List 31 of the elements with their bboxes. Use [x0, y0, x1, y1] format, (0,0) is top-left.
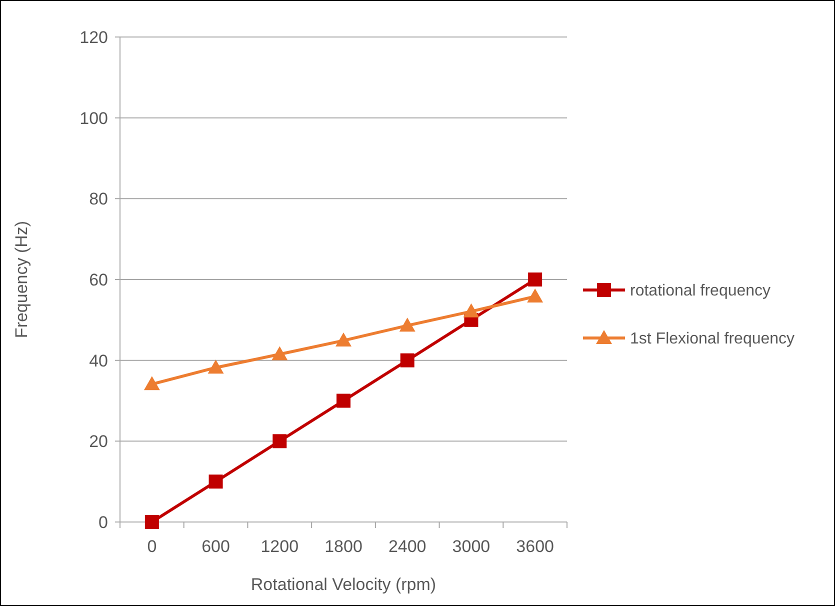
point: [272, 434, 287, 448]
y-tick-label: 80: [89, 190, 108, 209]
y-tick-label: 0: [98, 512, 108, 532]
point: [144, 515, 159, 529]
x-tick-label: 0: [147, 537, 157, 556]
y-tick-label: 40: [89, 351, 108, 370]
x-axis-title: Rotational Velocity (rpm): [250, 575, 436, 594]
point: [399, 318, 416, 332]
legend-label: rotational frequency: [630, 282, 771, 300]
x-tick-label: 3000: [452, 537, 490, 556]
point: [336, 332, 352, 347]
y-tick-label: 60: [89, 270, 108, 290]
x-tick-label: 3600: [516, 537, 554, 556]
point: [336, 394, 350, 408]
point: [528, 272, 542, 286]
point: [208, 474, 223, 489]
point: [463, 303, 480, 318]
x-tick-label: 1800: [324, 537, 362, 556]
y-tick-label: 100: [80, 108, 108, 128]
x-tick-label: 2400: [388, 537, 426, 556]
y-tick-label: 120: [80, 28, 108, 47]
y-tick-label: 20: [89, 432, 108, 452]
x-tick-label: 600: [202, 537, 230, 556]
point: [208, 360, 224, 374]
y-axis-title: Frequency (Hz): [12, 220, 31, 338]
point: [272, 346, 288, 360]
point: [400, 353, 414, 368]
point: [527, 288, 544, 302]
x-tick-label: 1200: [260, 537, 299, 556]
legend-label: 1st Flexional frequency: [630, 330, 795, 348]
point: [144, 376, 160, 390]
